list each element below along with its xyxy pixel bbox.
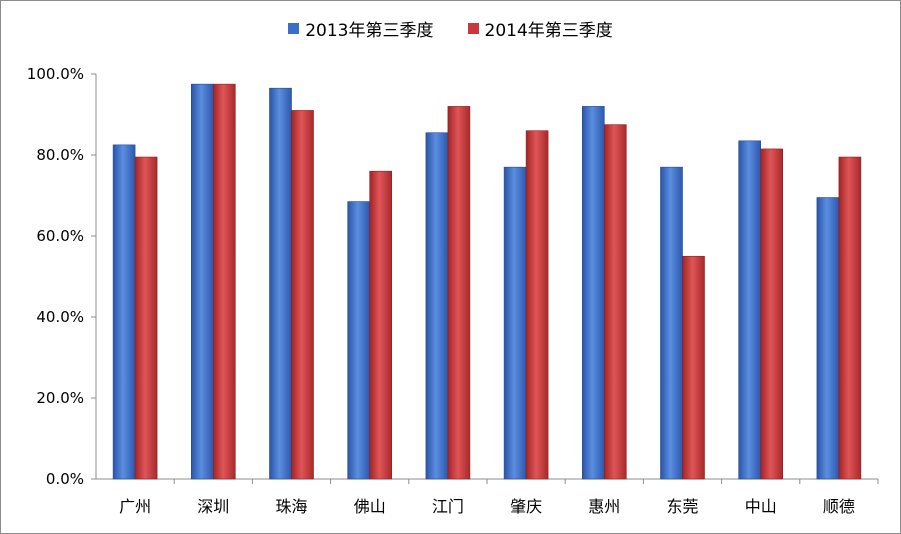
- x-tick-label: 东莞: [666, 497, 698, 516]
- bar-2014: [291, 110, 314, 480]
- bar-2014: [213, 83, 236, 480]
- x-tick-label: 深圳: [197, 497, 229, 516]
- legend-item-2013: 2013年第三季度: [288, 16, 434, 41]
- y-tick-label: 40.0%: [36, 308, 84, 326]
- legend-swatch-2013: [288, 23, 300, 34]
- legend-item-2014: 2014年第三季度: [467, 16, 613, 41]
- bar-2013: [269, 87, 292, 480]
- bar-2014: [525, 130, 549, 480]
- x-tick-label: 顺德: [823, 497, 855, 516]
- bar-2013: [191, 83, 214, 480]
- legend-swatch-2014: [467, 23, 479, 34]
- y-tick-label: 100.0%: [27, 65, 84, 83]
- bar-2013: [503, 166, 527, 480]
- bar-2014: [682, 255, 705, 480]
- x-tick-label: 惠州: [588, 497, 620, 516]
- bar-2013: [660, 166, 683, 480]
- legend-label-2013: 2013年第三季度: [305, 21, 434, 41]
- legend: 2013年第三季度 2014年第三季度: [0, 16, 901, 41]
- y-tick-label: 0.0%: [46, 470, 84, 488]
- y-tick-label: 80.0%: [36, 146, 84, 164]
- bar-2013: [816, 197, 840, 480]
- bar-2013: [581, 106, 605, 480]
- bar-2014: [369, 170, 393, 480]
- bar-2014: [603, 124, 627, 480]
- y-tick-label: 60.0%: [36, 227, 84, 245]
- legend-label-2014: 2014年第三季度: [484, 21, 613, 41]
- bar-2013: [738, 140, 762, 480]
- x-tick-label: 广州: [119, 497, 151, 516]
- bar-2014: [447, 106, 471, 480]
- x-tick-label: 肇庆: [510, 497, 542, 516]
- x-tick-label: 中山: [745, 497, 777, 516]
- bar-2014: [134, 156, 158, 480]
- bar-2013: [347, 201, 371, 480]
- x-tick-label: 江门: [432, 497, 464, 516]
- bar-2013: [112, 144, 136, 480]
- bar-2013: [425, 132, 449, 480]
- y-tick-label: 20.0%: [36, 389, 84, 407]
- bar-2014: [838, 156, 862, 480]
- x-tick-label: 珠海: [275, 497, 307, 516]
- x-tick-label: 佛山: [354, 497, 386, 516]
- bar-2014: [760, 148, 784, 480]
